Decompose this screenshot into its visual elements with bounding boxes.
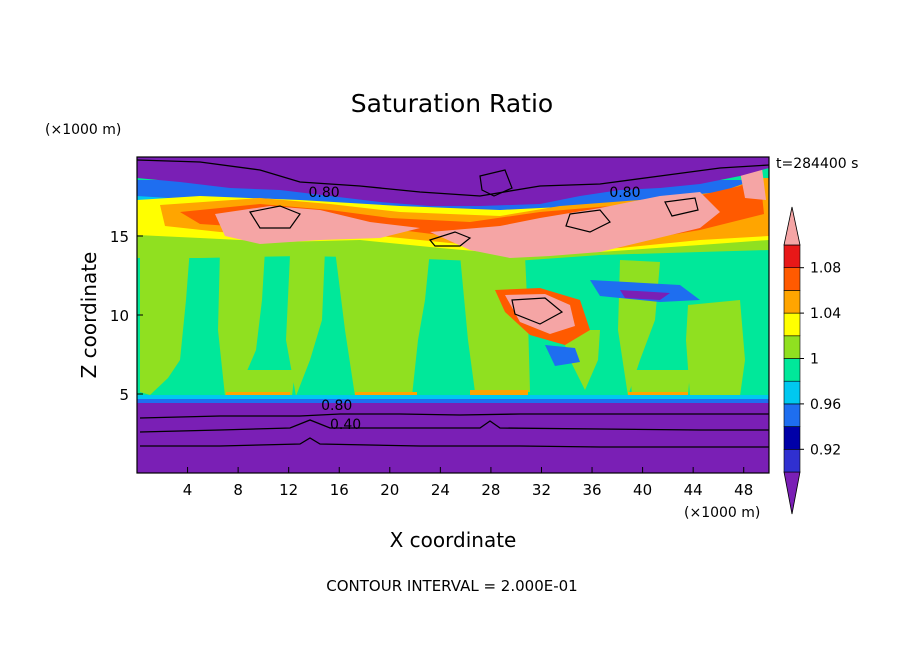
colorbar-bin bbox=[783, 244, 801, 269]
x-tick-label: 20 bbox=[380, 481, 399, 499]
colorbar-bin bbox=[783, 290, 801, 314]
y-axis-ticks: 5 10 15 bbox=[110, 228, 143, 404]
colorbar-tick-label: 0.92 bbox=[810, 442, 841, 458]
colorbar-bin bbox=[783, 403, 801, 427]
contour-label: 0.40 bbox=[330, 417, 361, 433]
contour-label: 0.80 bbox=[308, 185, 339, 201]
contour-interval-note: CONTOUR INTERVAL = 2.000E-01 bbox=[326, 577, 577, 595]
y-tick-label: 5 bbox=[119, 386, 129, 404]
contour-labels: 0.80 0.80 0.80 0.40 bbox=[308, 185, 640, 433]
saturation-field bbox=[137, 157, 769, 473]
y-tick-label: 15 bbox=[110, 228, 129, 246]
x-tick-label: 40 bbox=[633, 481, 652, 499]
x-tick-label: 48 bbox=[734, 481, 753, 499]
time-label: t=284400 s bbox=[776, 156, 858, 172]
x-tick-label: 8 bbox=[233, 481, 243, 499]
x-unit-label: (×1000 m) bbox=[684, 505, 760, 521]
x-tick-label: 16 bbox=[330, 481, 349, 499]
x-tick-label: 36 bbox=[582, 481, 601, 499]
colorbar: 0.92 0.96 1 1.04 1.08 bbox=[783, 206, 841, 515]
x-tick-label: 28 bbox=[481, 481, 500, 499]
y-unit-label: (×1000 m) bbox=[45, 122, 121, 138]
colorbar-tick-label: 0.96 bbox=[810, 397, 841, 413]
colorbar-bin bbox=[783, 267, 801, 291]
contour-label: 0.80 bbox=[609, 185, 640, 201]
colorbar-bin bbox=[783, 335, 801, 359]
x-tick-label: 12 bbox=[279, 481, 298, 499]
colorbar-tick-label: 1.04 bbox=[810, 306, 841, 322]
contour-label: 0.80 bbox=[321, 398, 352, 414]
colorbar-tick-label: 1 bbox=[810, 352, 819, 368]
colorbar-bin bbox=[783, 380, 801, 405]
x-tick-label: 4 bbox=[183, 481, 193, 499]
x-axis-ticks: 4 8 12 16 20 24 28 32 36 40 44 48 bbox=[183, 467, 753, 499]
x-tick-label: 44 bbox=[684, 481, 703, 499]
colorbar-extension-high bbox=[783, 206, 801, 246]
x-tick-label: 24 bbox=[431, 481, 450, 499]
colorbar-bin bbox=[783, 448, 801, 473]
y-axis-label: Z coordinate bbox=[77, 252, 101, 379]
colorbar-bin bbox=[783, 312, 801, 337]
y-tick-label: 10 bbox=[110, 307, 129, 325]
colorbar-bin bbox=[783, 358, 801, 382]
colorbar-extension-low bbox=[783, 471, 801, 515]
colorbar-tick-label: 1.08 bbox=[810, 261, 841, 277]
chart-title: Saturation Ratio bbox=[351, 89, 553, 118]
x-axis-label: X coordinate bbox=[390, 528, 517, 552]
x-tick-label: 32 bbox=[532, 481, 551, 499]
colorbar-bin bbox=[783, 426, 801, 450]
